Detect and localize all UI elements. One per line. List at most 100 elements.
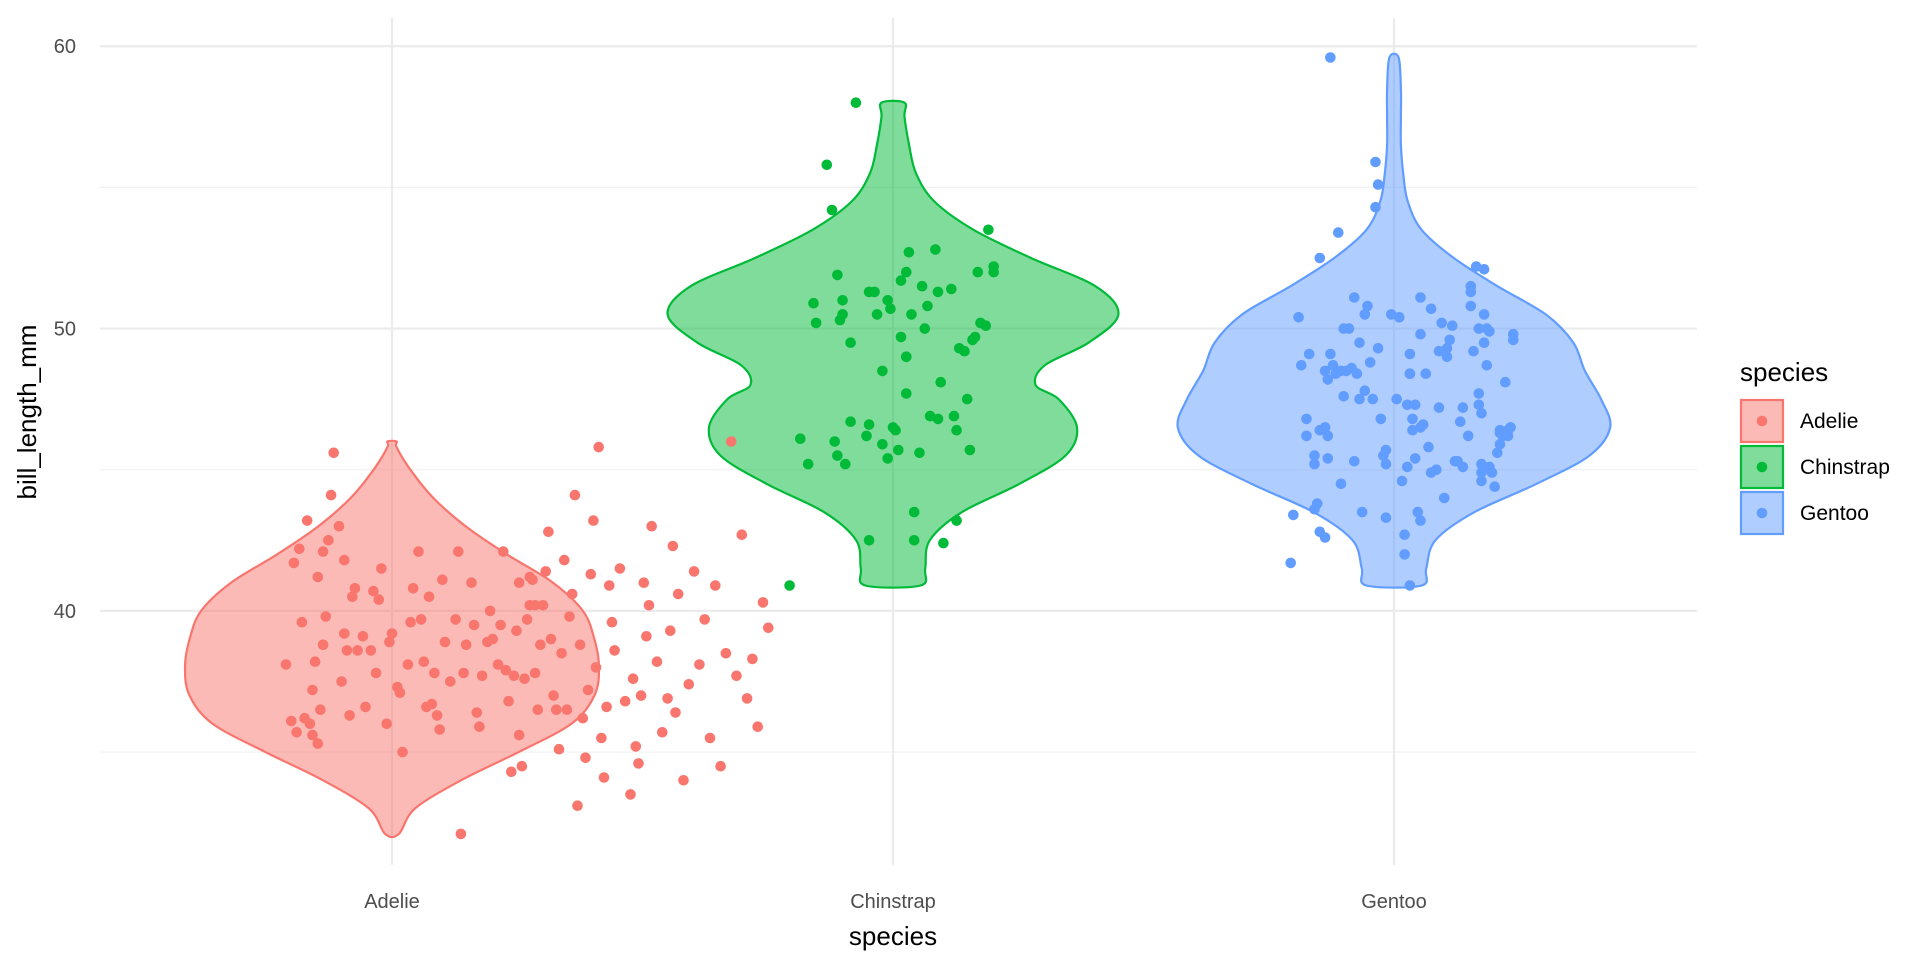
violin-chinstrap	[666, 99, 1120, 589]
data-point-gentoo	[1476, 475, 1487, 487]
data-point-adelie	[604, 580, 615, 591]
data-point-gentoo	[1322, 430, 1334, 442]
data-point-adelie	[476, 670, 488, 682]
data-point-gentoo	[1402, 399, 1413, 411]
legend-title: species	[1740, 357, 1828, 387]
data-point-adelie	[418, 656, 430, 667]
data-point-gentoo	[1380, 444, 1392, 456]
data-point-adelie	[614, 563, 626, 574]
data-point-gentoo	[1319, 365, 1331, 377]
data-point-adelie	[368, 585, 379, 597]
data-point-gentoo	[1439, 492, 1450, 504]
data-point-gentoo	[1333, 227, 1344, 238]
data-point-adelie	[309, 656, 321, 667]
data-point-adelie	[548, 690, 559, 701]
data-point-adelie	[455, 828, 467, 840]
data-point-gentoo	[1455, 416, 1466, 428]
data-point-gentoo	[1404, 348, 1416, 360]
data-point-gentoo	[1362, 300, 1373, 312]
data-point-gentoo	[1351, 368, 1363, 380]
data-point-chinstrap	[834, 314, 846, 326]
data-point-chinstrap	[871, 309, 883, 320]
data-point-gentoo	[1484, 326, 1495, 337]
data-point-gentoo	[1457, 402, 1469, 413]
data-point-chinstrap	[959, 345, 970, 357]
data-point-chinstrap	[903, 247, 915, 258]
data-point-gentoo	[1420, 368, 1432, 380]
data-point-adelie	[532, 704, 544, 715]
data-point-adelie	[694, 659, 705, 670]
data-point-adelie	[402, 659, 414, 670]
data-point-gentoo	[1367, 393, 1379, 405]
data-point-adelie	[397, 746, 408, 758]
data-point-adelie	[339, 554, 350, 566]
data-point-gentoo	[1489, 481, 1500, 493]
data-point-gentoo	[1319, 532, 1331, 543]
data-point-adelie	[757, 597, 769, 608]
data-point-adelie	[524, 571, 536, 583]
data-point-adelie	[741, 693, 753, 704]
data-point-gentoo	[1433, 402, 1445, 413]
data-point-adelie	[405, 616, 416, 628]
data-point-adelie	[511, 625, 522, 636]
data-point-adelie	[415, 614, 427, 625]
data-point-adelie	[590, 662, 602, 673]
data-point-gentoo	[1396, 475, 1408, 487]
data-point-adelie	[537, 600, 549, 611]
data-point-chinstrap	[895, 331, 907, 343]
data-point-chinstrap	[821, 159, 833, 171]
data-point-adelie	[437, 574, 448, 586]
data-point-gentoo	[1441, 343, 1453, 354]
data-point-gentoo	[1468, 345, 1479, 357]
data-point-chinstrap	[845, 416, 856, 428]
data-point-chinstrap	[906, 309, 917, 320]
data-point-adelie	[553, 743, 565, 755]
data-point-adelie	[556, 648, 567, 659]
data-point-adelie	[572, 800, 583, 811]
data-point-adelie	[569, 489, 581, 501]
data-point-chinstrap	[930, 244, 941, 255]
data-point-chinstrap	[980, 320, 992, 332]
data-point-adelie	[304, 718, 316, 730]
data-point-gentoo	[1415, 422, 1426, 433]
data-point-adelie	[434, 724, 446, 735]
data-point-gentoo	[1425, 467, 1437, 478]
data-point-gentoo	[1288, 509, 1299, 521]
data-point-gentoo	[1327, 360, 1339, 371]
data-point-adelie	[413, 546, 424, 557]
data-point-chinstrap	[914, 447, 925, 459]
data-point-adelie	[720, 648, 732, 659]
data-point-adelie	[466, 577, 477, 588]
data-point-gentoo	[1409, 399, 1421, 411]
data-point-gentoo	[1399, 529, 1410, 540]
data-point-adelie	[349, 583, 361, 594]
data-point-adelie	[357, 631, 369, 642]
data-point-adelie	[725, 436, 737, 447]
data-point-chinstrap	[882, 295, 893, 306]
data-point-gentoo	[1409, 453, 1421, 464]
data-point-chinstrap	[983, 224, 994, 236]
data-point-chinstrap	[932, 413, 944, 425]
data-point-gentoo	[1412, 506, 1424, 518]
data-point-adelie	[651, 656, 663, 667]
data-point-gentoo	[1325, 52, 1336, 63]
data-point-chinstrap	[908, 535, 920, 546]
jitter-points	[280, 52, 1519, 840]
data-point-adelie	[500, 664, 512, 676]
data-point-chinstrap	[916, 280, 928, 292]
data-point-gentoo	[1301, 413, 1312, 425]
data-point-adelie	[657, 727, 668, 738]
data-point-adelie	[317, 546, 329, 557]
data-point-adelie	[341, 645, 353, 656]
data-point-adelie	[630, 741, 642, 752]
data-point-adelie	[665, 625, 676, 636]
data-point-adelie	[593, 441, 604, 453]
data-point-adelie	[535, 639, 546, 651]
data-point-adelie	[601, 701, 612, 713]
data-point-adelie	[596, 732, 607, 744]
data-point-gentoo	[1415, 515, 1426, 526]
data-point-gentoo	[1402, 461, 1413, 473]
data-point-adelie	[561, 704, 573, 715]
data-point-adelie	[439, 636, 451, 648]
